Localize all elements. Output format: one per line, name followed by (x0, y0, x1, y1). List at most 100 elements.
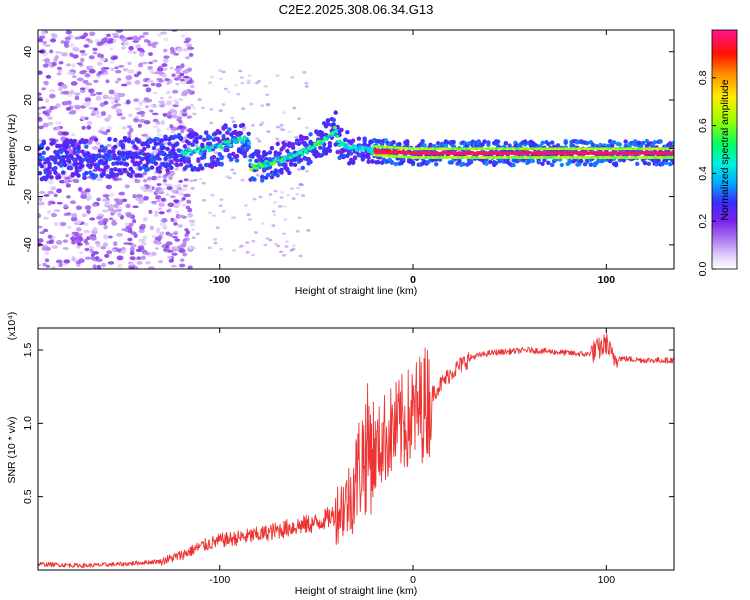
spectrogram-band-cell (145, 166, 151, 172)
spectrogram-band-cell (169, 165, 174, 171)
spectrogram-band-cell (256, 149, 261, 154)
spectrogram-band-cell (153, 141, 159, 147)
spectrogram-noise-cell (97, 220, 105, 226)
spectrogram-noise-cell (165, 102, 173, 106)
spectrogram-noise-cell (156, 128, 161, 133)
spectrogram-noise-cell (148, 61, 153, 65)
spectrogram-noise-cell (77, 233, 84, 236)
spectrogram-noise-cell (268, 193, 273, 196)
spectrogram-noise-cell (149, 225, 154, 231)
spectrogram-noise-cell (70, 236, 76, 241)
spectrogram-noise-cell (38, 125, 44, 130)
spectrogram-noise-cell (132, 205, 139, 209)
spectrogram-noise-cell (179, 263, 186, 268)
spectrogram-noise-cell (38, 38, 44, 43)
spectrogram-band-cell (667, 141, 673, 146)
spectrogram-ridge-cell (203, 149, 208, 154)
spectrogram-noise-cell (161, 73, 168, 78)
spectrogram-noise-cell (128, 45, 134, 51)
spectrogram-ridge-cell (276, 156, 281, 160)
spectrogram-noise-cell (139, 223, 147, 228)
spectrogram-band-cell (304, 135, 309, 141)
spectrogram-noise-cell (72, 178, 80, 183)
spectrogram-noise-cell (130, 243, 137, 248)
spectrogram-band-cell (219, 155, 224, 161)
spectrogram-noise-cell (174, 238, 181, 242)
spectrogram-noise-cell (177, 116, 182, 120)
spectrogram-noise-cell (272, 213, 277, 217)
spectrogram-noise-cell (61, 173, 67, 179)
spectrogram-band-cell (347, 161, 352, 166)
spectrogram-band-cell (84, 144, 89, 149)
spectrogram-noise-cell (127, 61, 132, 66)
spectrogram-ridge-cell (38, 158, 43, 162)
spectrogram-noise-cell (230, 168, 235, 172)
spectrogram-noise-cell (102, 194, 110, 198)
spectrogram-noise-cell (44, 44, 51, 47)
spectrogram-band-cell (660, 161, 665, 167)
spectrogram-noise-cell (189, 222, 195, 227)
spectrogram-noise-cell (78, 251, 84, 255)
spectrogram-noise-cell (145, 87, 152, 93)
spectrogram-band-cell (173, 134, 178, 139)
spectrogram-noise-cell (48, 200, 55, 204)
spectrogram-noise-cell (158, 260, 164, 264)
spectrogram-ridge-cell (117, 152, 122, 156)
spectrogram-noise-cell (291, 244, 296, 247)
spectrogram-band-cell (76, 173, 81, 178)
spectrogram-band-cell (165, 146, 170, 152)
spectrogram-band-cell (503, 141, 509, 146)
spectrogram-noise-cell (276, 244, 281, 248)
spectrogram-noise-cell (190, 85, 195, 88)
spectrogram-noise-cell (105, 184, 113, 190)
spectrogram-noise-cell (46, 210, 52, 214)
spectrogram-ridge-cell (170, 154, 175, 158)
spectrogram-band-cell (283, 162, 288, 167)
spectrogram-band-cell (229, 157, 234, 162)
spectrogram-noise-cell (179, 80, 186, 84)
spectrogram-ridge-cell (52, 158, 57, 162)
spectrogram-noise-cell (159, 96, 164, 100)
spectrogram-y-tick-label: -40 (22, 237, 34, 252)
spectrogram-band-cell (546, 141, 551, 147)
spectrogram-noise-cell (38, 263, 42, 267)
spectrogram-noise-cell (165, 193, 170, 196)
spectrogram-noise-cell (38, 70, 43, 75)
spectrogram-band-cell (47, 169, 52, 175)
spectrogram-band-cell (397, 141, 402, 147)
spectrogram-noise-cell (125, 203, 131, 209)
spectrogram-noise-cell (100, 38, 108, 43)
spectrogram-noise-cell (96, 72, 102, 77)
spectrogram-noise-cell (281, 232, 286, 236)
spectrogram-noise-cell (49, 38, 56, 43)
spectrogram-noise-cell (162, 58, 169, 63)
spectrogram-noise-cell (255, 137, 260, 140)
spectrogram-noise-cell (248, 218, 253, 221)
spectrogram-noise-cell (276, 139, 281, 143)
snr-y-tick-label: 1.0 (22, 416, 34, 431)
spectrogram-noise-cell (89, 137, 95, 141)
spectrogram-noise-cell (86, 209, 91, 215)
spectrogram-noise-cell (245, 250, 250, 254)
spectrogram-noise-cell (127, 50, 133, 54)
spectrogram-noise-cell (177, 224, 184, 228)
spectrogram-noise-cell (134, 179, 141, 184)
spectrogram-noise-cell (56, 72, 62, 76)
spectrogram-noise-cell (135, 194, 143, 199)
spectrogram-band-cell (82, 175, 87, 181)
spectrogram-noise-cell (236, 92, 241, 96)
spectrogram-noise-cell (110, 99, 116, 104)
spectrogram-band-cell (522, 139, 528, 144)
spectrogram-noise-cell (273, 242, 278, 246)
spectrogram-ridge-cell (120, 154, 125, 158)
spectrogram-noise-cell (174, 167, 179, 171)
spectrogram-noise-cell (38, 117, 43, 122)
spectrogram-noise-cell (161, 63, 168, 68)
spectrogram-band-cell (174, 162, 180, 168)
spectrogram-noise-cell (118, 93, 125, 98)
spectrogram-noise-cell (109, 47, 114, 51)
spectrogram-noise-cell (124, 184, 130, 189)
spectrogram-band-cell (432, 143, 437, 149)
spectrogram-noise-cell (185, 230, 191, 235)
spectrogram-noise-cell (185, 56, 190, 60)
